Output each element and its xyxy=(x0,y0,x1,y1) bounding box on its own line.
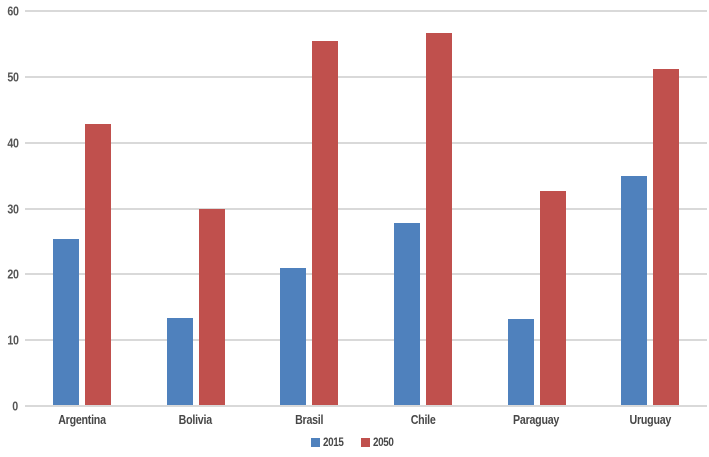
bar-group-chile xyxy=(366,11,480,406)
x-category-label-chile: Chile xyxy=(366,411,480,429)
bar-2015-paraguay xyxy=(507,319,534,406)
y-tick-label-10: 10 xyxy=(6,332,18,348)
x-category-label-text: Uruguay xyxy=(629,412,671,427)
y-tick-label-60: 60 xyxy=(6,3,18,19)
x-category-label-text: Bolivia xyxy=(178,412,213,427)
x-category-label-bolivia: Bolivia xyxy=(139,411,253,429)
bar-group-brasil xyxy=(252,11,366,406)
bar-2050-paraguay xyxy=(539,191,566,406)
gridline-10 xyxy=(25,339,707,342)
y-tick-label-20: 20 xyxy=(6,266,18,282)
y-tick-label-50: 50 xyxy=(6,69,18,85)
bar-2015-bolivia xyxy=(166,317,193,406)
bar-2050-argentina xyxy=(84,123,111,406)
legend-item-2015: 2015 xyxy=(311,435,348,449)
bar-2050-bolivia xyxy=(198,208,225,406)
bar-2015-uruguay xyxy=(621,176,648,406)
legend-label-2050: 2050 xyxy=(372,435,394,449)
gridline-40 xyxy=(25,141,707,144)
bar-group-argentina xyxy=(25,11,139,406)
bar-2015-brasil xyxy=(280,268,307,406)
x-axis-line xyxy=(25,405,707,407)
bar-2050-brasil xyxy=(312,41,339,406)
x-category-label-uruguay: Uruguay xyxy=(593,411,707,429)
gridline-20 xyxy=(25,273,707,276)
x-category-label-brasil: Brasil xyxy=(252,411,366,429)
plot-area xyxy=(25,10,707,407)
legend-swatch-2015 xyxy=(311,437,321,447)
bar-2050-chile xyxy=(425,33,452,406)
x-axis-labels: Argentina Bolivia Brasil Chile Paraguay Urugu… xyxy=(25,411,707,429)
bar-group-paraguay xyxy=(480,11,594,406)
x-category-label-paraguay: Paraguay xyxy=(480,411,594,429)
gridline-30 xyxy=(25,207,707,210)
legend-label-2015: 2015 xyxy=(323,435,344,449)
x-category-label-text: Paraguay xyxy=(513,412,560,427)
gridline-50 xyxy=(25,75,707,78)
bars-layer xyxy=(25,11,707,406)
legend: 2015 2050 xyxy=(0,435,709,449)
y-axis: 0 10 20 30 40 50 60 xyxy=(0,4,19,414)
x-category-label-argentina: Argentina xyxy=(25,411,139,429)
legend-swatch-2050 xyxy=(360,437,370,447)
bar-2050-uruguay xyxy=(653,68,680,406)
bar-2015-chile xyxy=(393,222,420,406)
y-tick-label-0: 0 xyxy=(12,398,18,414)
x-category-label-text: Argentina xyxy=(58,412,106,427)
gridline-60 xyxy=(25,10,707,12)
bar-group-uruguay xyxy=(593,11,707,406)
x-category-label-text: Brasil xyxy=(295,412,324,427)
legend-item-2050: 2050 xyxy=(360,435,398,449)
y-tick-label-30: 30 xyxy=(6,201,18,216)
bar-group-bolivia xyxy=(139,11,253,406)
y-tick-label-40: 40 xyxy=(6,135,18,151)
bar-2015-argentina xyxy=(52,238,79,406)
x-category-label-text: Chile xyxy=(410,412,436,427)
